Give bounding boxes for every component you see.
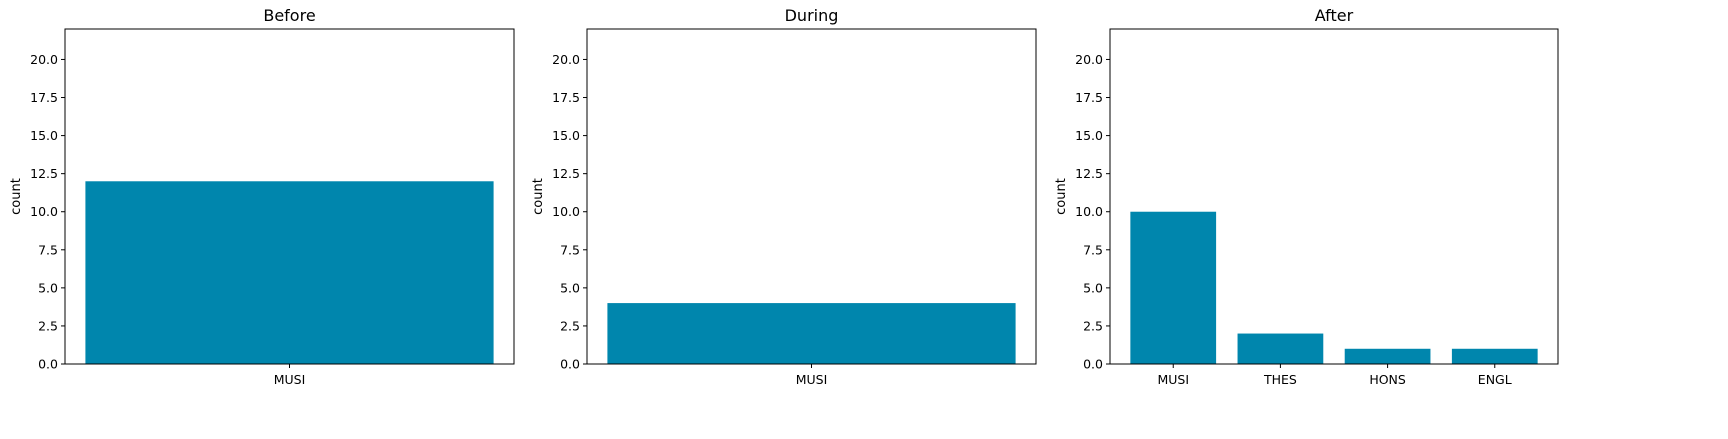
y-tick-label: 5.0: [560, 280, 580, 295]
y-tick-label: 20.0: [1075, 52, 1103, 67]
bar-thes: [1237, 333, 1324, 364]
y-tick-label: 7.5: [38, 242, 58, 257]
y-tick-label: 2.5: [1083, 318, 1103, 333]
y-tick-label: 7.5: [1083, 242, 1103, 257]
y-tick-label: 2.5: [38, 318, 58, 333]
chart-panel-before: Before MUSI 0.0 2.5 5.0 7.5 10.0 12.5 15.0 17.5 20…: [9, 6, 515, 387]
y-tick-label: 17.5: [30, 90, 58, 105]
x-tick-label: MUSI: [1157, 372, 1189, 387]
plot-frame: [1109, 28, 1559, 365]
y-tick-label: 5.0: [38, 280, 58, 295]
x-tick-label: ENGL: [1478, 372, 1512, 387]
y-tick-label: 12.5: [30, 166, 58, 181]
y-tick-label: 15.0: [1075, 128, 1103, 143]
bar-hons: [1344, 348, 1431, 364]
x-tick-label: THES: [1263, 372, 1297, 387]
y-tick-label: 0.0: [38, 357, 58, 372]
bar-musi: [85, 181, 494, 364]
y-tick-label: 12.5: [1075, 166, 1103, 181]
y-tick-label: 20.0: [552, 52, 580, 67]
y-tick-label: 15.0: [552, 128, 580, 143]
y-tick-label: 17.5: [552, 90, 580, 105]
y-axis-label: count: [531, 178, 546, 215]
chart-title: During: [785, 6, 839, 25]
y-tick-label: 7.5: [560, 242, 580, 257]
y-tick-label: 12.5: [552, 166, 580, 181]
y-tick-label: 20.0: [30, 52, 58, 67]
chart-title: After: [1315, 6, 1354, 25]
chart-panel-during: During MUSI 0.0 2.5 5.0 7.5 10.0 12.5 15.0 17.5 20…: [531, 6, 1037, 387]
y-axis-label: count: [1054, 178, 1069, 215]
bar-musi: [607, 303, 1016, 364]
bar-engl: [1451, 348, 1538, 364]
y-tick-label: 5.0: [1083, 280, 1103, 295]
y-tick-label: 10.0: [30, 204, 58, 219]
y-tick-label: 17.5: [1075, 90, 1103, 105]
y-tick-label: 0.0: [1083, 357, 1103, 372]
chart-panel-after: After MUSI THES HONS ENGL 0.0 2.5 5.0 7.5 10.0 12.…: [1054, 6, 1559, 387]
x-tick-label: HONS: [1369, 372, 1406, 387]
y-tick-label: 0.0: [560, 357, 580, 372]
y-tick-label: 2.5: [560, 318, 580, 333]
plot-frame: [586, 28, 1037, 365]
y-axis-label: count: [9, 178, 24, 215]
x-tick-label: MUSI: [274, 372, 306, 387]
x-tick-label: MUSI: [796, 372, 828, 387]
y-tick-label: 10.0: [552, 204, 580, 219]
y-tick-label: 10.0: [1075, 204, 1103, 219]
y-tick-label: 15.0: [30, 128, 58, 143]
bar-musi: [1130, 211, 1217, 364]
plot-frame: [64, 28, 515, 365]
chart-title: Before: [263, 6, 315, 25]
